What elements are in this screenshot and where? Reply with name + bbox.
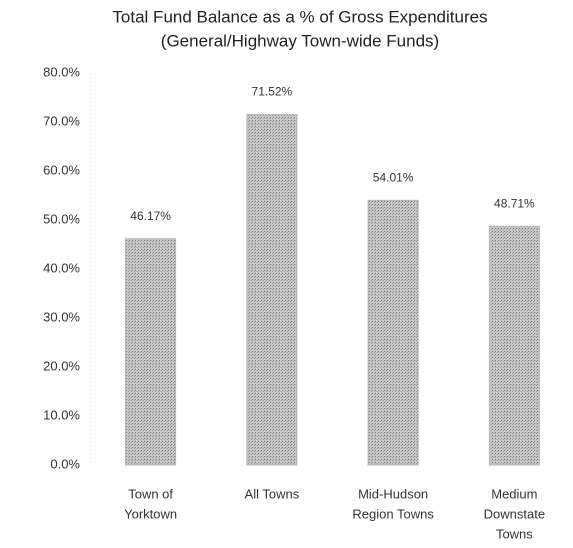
chart-title: (General/Highway Town-wide Funds) [161, 31, 439, 50]
bar [246, 114, 298, 466]
y-tick-label: 30.0% [43, 309, 80, 324]
data-label: 54.01% [373, 171, 414, 185]
y-tick-label: 60.0% [43, 162, 80, 177]
x-tick-label: Region Towns [352, 506, 434, 521]
x-tick-label: Medium [491, 486, 537, 501]
y-tick-label: 80.0% [43, 64, 80, 79]
y-tick-label: 0.0% [50, 456, 80, 471]
y-tick-label: 10.0% [43, 407, 80, 422]
y-tick-label: 40.0% [43, 260, 80, 275]
x-tick-label: Mid-Hudson [358, 486, 428, 501]
x-tick-label: Yorktown [124, 506, 177, 521]
data-label: 48.71% [494, 196, 535, 210]
x-tick-label: Downstate [484, 506, 545, 521]
x-tick-label: All Towns [245, 486, 300, 501]
y-tick-label: 70.0% [43, 113, 80, 128]
x-tick-label: Towns [496, 526, 533, 541]
bar [488, 225, 540, 466]
data-label: 71.52% [252, 85, 293, 99]
y-tick-label: 20.0% [43, 358, 80, 373]
y-tick-label: 50.0% [43, 211, 80, 226]
bar [125, 238, 177, 466]
x-tick-label: Town of [128, 486, 173, 501]
chart-title: Total Fund Balance as a % of Gross Expen… [112, 7, 487, 26]
bar [367, 199, 419, 466]
data-label: 46.17% [130, 209, 171, 223]
